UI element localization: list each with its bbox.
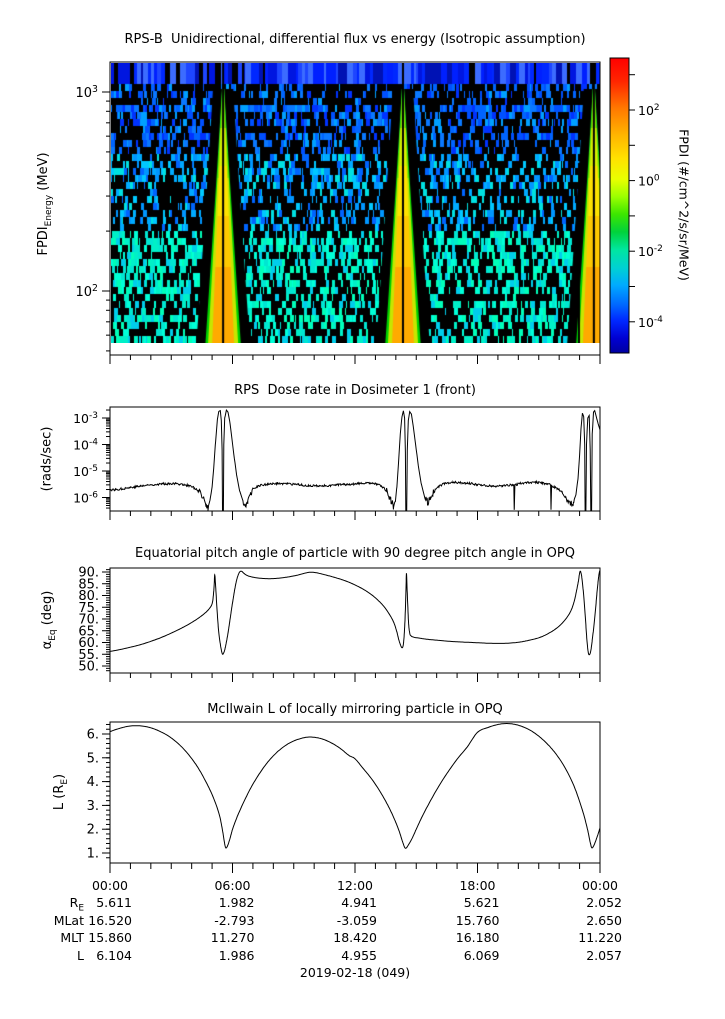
time-label: 00:00: [581, 878, 619, 893]
ephemeris-value: 16.520: [88, 912, 132, 928]
ephemeris-value: 11.270: [210, 930, 255, 945]
y-tick-label: 2.: [87, 823, 99, 838]
ephemeris-value: 15.860: [88, 930, 132, 945]
colorbar-tick-label: 100: [638, 174, 660, 189]
ephemeris-row-label: L: [77, 947, 84, 963]
spectrogram-canvas: [111, 63, 600, 343]
y-tick-label: 3.: [87, 799, 99, 814]
y-tick-label: 60.: [78, 636, 99, 651]
date-label: 2019-02-18 (049): [299, 965, 411, 980]
ephemeris-value: -3.059: [336, 912, 377, 928]
ephemeris-value: 6.104: [96, 947, 132, 963]
y-tick-label: 5.: [87, 751, 99, 766]
lshell-title: McIlwain L of locally mirroring particle…: [207, 702, 503, 717]
y-tick-label: 50.: [78, 660, 99, 675]
time-label: 18:00: [459, 878, 496, 893]
ephemeris-value: 1.986: [218, 947, 255, 963]
y-tick-label: 4.: [87, 775, 99, 790]
y-tick-label: 90.: [78, 566, 99, 581]
time-label: 00:00: [91, 878, 129, 893]
dose-title: RPS Dose rate in Dosimeter 1 (front): [234, 383, 476, 398]
spectrogram-frame: [109, 61, 601, 356]
ephemeris-value: 5.621: [463, 895, 500, 910]
dose-curve: [110, 409, 600, 511]
ephemeris-value: 16.180: [455, 930, 500, 945]
ephemeris-row-label: MLat: [53, 912, 84, 928]
y-tick-label: 10-5: [73, 464, 98, 479]
dose-frame: [109, 406, 601, 512]
ephemeris-row-label: RE: [69, 895, 84, 914]
y-tick-label: 1.: [87, 847, 99, 862]
y-tick-label: 65.: [78, 624, 99, 639]
spectrogram-title: RPS-B Unidirectional, differential flux …: [124, 32, 586, 47]
time-label: 12:00: [336, 878, 374, 893]
ephemeris-value: 2.057: [586, 947, 622, 963]
y-tick-label: 10-6: [73, 491, 98, 506]
ephemeris-value: -2.793: [214, 912, 255, 928]
ephemeris-value: 11.220: [578, 930, 622, 945]
y-tick-label: 75.: [78, 601, 99, 616]
ephemeris-value: 18.420: [333, 930, 377, 945]
y-tick-label: 10-3: [73, 411, 98, 426]
ephemeris-row-label: MLT: [60, 930, 84, 945]
colorbar-tick-label: 10-4: [638, 315, 663, 330]
ephemeris-value: 2.650: [586, 912, 622, 928]
y-tick-label: 103: [76, 84, 99, 101]
y-tick-label: 70.: [78, 613, 99, 628]
ephemeris-value: 2.052: [586, 895, 622, 910]
ephemeris-value: 5.611: [96, 895, 132, 910]
y-tick-label: 102: [76, 283, 99, 300]
y-tick-label: 55.: [78, 648, 99, 663]
ephemeris-value: 4.955: [341, 947, 377, 963]
pitch-curve: [110, 570, 600, 656]
ephemeris-value: 6.069: [463, 947, 500, 963]
y-tick-label: 10-4: [73, 438, 98, 453]
colorbar-tick-label: 102: [638, 103, 660, 118]
pitch-frame: [109, 567, 601, 674]
colorbar-tick-label: 10-2: [638, 244, 663, 259]
ephemeris-value: 15.760: [455, 912, 500, 928]
y-tick-label: 6.: [87, 728, 99, 743]
ephemeris-value: 1.982: [218, 895, 255, 910]
y-tick-label: 80.: [78, 589, 99, 604]
ephemeris-value: 4.941: [341, 895, 377, 910]
lshell-curve: [110, 723, 600, 849]
lshell-frame: [109, 721, 601, 864]
colorbar: [609, 57, 630, 354]
time-label: 06:00: [214, 878, 251, 893]
y-tick-label: 85.: [78, 577, 99, 592]
pitch-title: Equatorial pitch angle of particle with …: [135, 546, 575, 561]
